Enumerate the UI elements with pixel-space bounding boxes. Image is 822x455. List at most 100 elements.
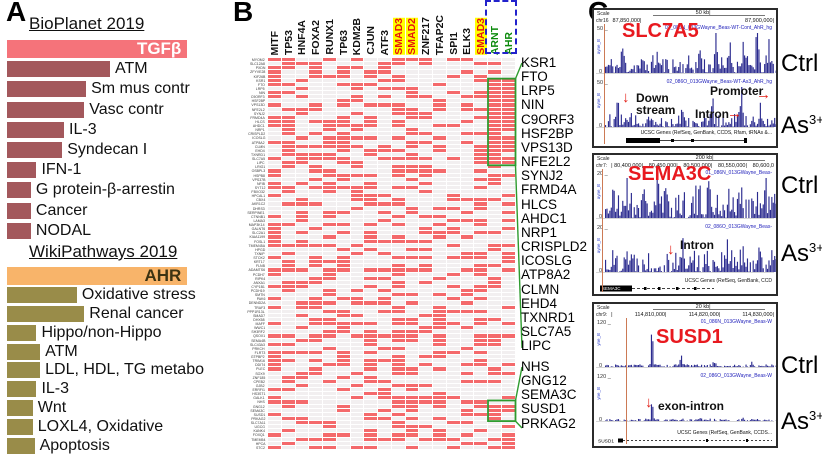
signal-peak <box>713 124 716 127</box>
heatmap-cell <box>446 227 461 232</box>
signal-peak <box>729 42 731 73</box>
heatmap-cell <box>295 119 310 124</box>
row-label: FRMD4A <box>250 116 265 120</box>
heatmap-cell <box>419 396 433 401</box>
signal-peak <box>718 115 720 127</box>
heatmap-cell <box>433 99 447 104</box>
signal-peak <box>768 260 770 272</box>
heatmap-cell <box>336 157 351 162</box>
heatmap-cell <box>364 396 378 401</box>
heatmap-cell <box>419 334 433 339</box>
signal-peak <box>696 123 698 127</box>
heatmap-cell <box>281 392 296 397</box>
bar-label: Renal cancer <box>89 304 184 322</box>
heatmap-cell <box>460 371 475 376</box>
heatmap-cell <box>460 82 475 87</box>
heatmap-cell <box>323 350 337 355</box>
heatmap-cell <box>364 346 378 351</box>
heatmap-cell <box>295 355 310 360</box>
bar-label: Syndecan I <box>67 141 148 159</box>
heatmap-cell <box>378 144 392 149</box>
signal-peak <box>616 364 618 367</box>
heatmap-cell <box>501 363 516 368</box>
heatmap-cell <box>364 305 378 310</box>
heatmap-cell <box>378 99 392 104</box>
signal-peak <box>708 120 710 127</box>
signal-peak <box>655 65 657 73</box>
signal-peak <box>699 185 701 218</box>
heatmap-cell <box>391 173 406 178</box>
heatmap-cell <box>405 367 420 372</box>
superscript: 3+ <box>809 112 822 127</box>
heatmap-cell <box>433 206 447 211</box>
heatmap-cell <box>336 334 351 339</box>
signal-peak <box>721 252 723 272</box>
scale-bar-line <box>652 15 766 16</box>
heatmap-cell <box>474 367 488 372</box>
heatmap-cell <box>309 214 323 219</box>
heatmap-cell <box>405 161 420 166</box>
row-label: ERRFI1 <box>252 388 265 392</box>
signal-peak <box>652 341 654 367</box>
gene-item: NFE2L2 <box>521 154 571 170</box>
signal-peak <box>635 214 637 218</box>
heatmap-cell <box>501 429 516 434</box>
position-row: chr7: | 80,400,000| 80,450,000| 80,500,000|… <box>596 162 774 169</box>
heatmap-cell <box>460 235 475 240</box>
signal-peak <box>723 125 726 127</box>
heatmap-cell <box>281 367 296 372</box>
heatmap-cell <box>268 317 282 322</box>
signal-peak <box>630 192 632 218</box>
heatmap-cell <box>433 144 447 149</box>
heatmap-cell <box>474 190 488 195</box>
heatmap-cell <box>295 264 310 269</box>
heatmap-cell <box>268 247 282 252</box>
signal-peak <box>715 207 717 218</box>
heatmap-cell <box>323 396 337 401</box>
heatmap-cell <box>281 124 296 129</box>
enrichment-bar <box>7 222 31 239</box>
heatmap-cell <box>391 388 406 393</box>
heatmap-cell <box>474 309 488 314</box>
heatmap-cell <box>446 223 461 228</box>
heatmap-cell <box>295 214 310 219</box>
heatmap-cell <box>323 276 337 281</box>
heatmap-cell <box>433 371 447 376</box>
heatmap-cell <box>268 433 282 438</box>
enrichment-bar <box>7 162 37 179</box>
signal-peak <box>635 115 637 127</box>
signal-peak <box>702 121 704 127</box>
signal-peak <box>675 66 677 73</box>
heatmap-cell <box>488 421 502 426</box>
signal-peak <box>622 48 624 73</box>
heatmap-cell <box>364 202 378 207</box>
heatmap-cell <box>336 136 351 141</box>
bar-label: ATM <box>45 342 78 360</box>
row-label: HS3ST1 <box>251 392 265 396</box>
signal-peak <box>774 117 776 127</box>
heatmap-cell <box>309 194 323 199</box>
heatmap-cell <box>350 330 365 335</box>
heatmap-cell <box>309 144 323 149</box>
heatmap-cell <box>460 383 475 388</box>
heatmap-cell <box>446 119 461 124</box>
scale-row: Scale 200 kb| <box>596 155 774 162</box>
heatmap-cell <box>460 338 475 343</box>
heatmap-cell <box>405 210 420 215</box>
signal-peak <box>620 365 622 367</box>
heatmap-cell <box>446 404 461 409</box>
signal-peak <box>695 185 697 218</box>
bar-row: Sm mus contr <box>7 79 228 99</box>
heatmap-cell <box>419 218 433 223</box>
heatmap-cell <box>391 350 406 355</box>
heatmap-cell <box>295 416 310 421</box>
heatmap-cell <box>323 198 337 203</box>
heatmap-cell <box>433 379 447 384</box>
heatmap-cell <box>419 346 433 351</box>
heatmap-cell <box>295 396 310 401</box>
signal-peak <box>623 122 625 127</box>
heatmap-cell <box>295 202 310 207</box>
heatmap-cell <box>323 86 337 91</box>
heatmap-cell <box>446 62 461 67</box>
heatmap-cell <box>433 416 447 421</box>
